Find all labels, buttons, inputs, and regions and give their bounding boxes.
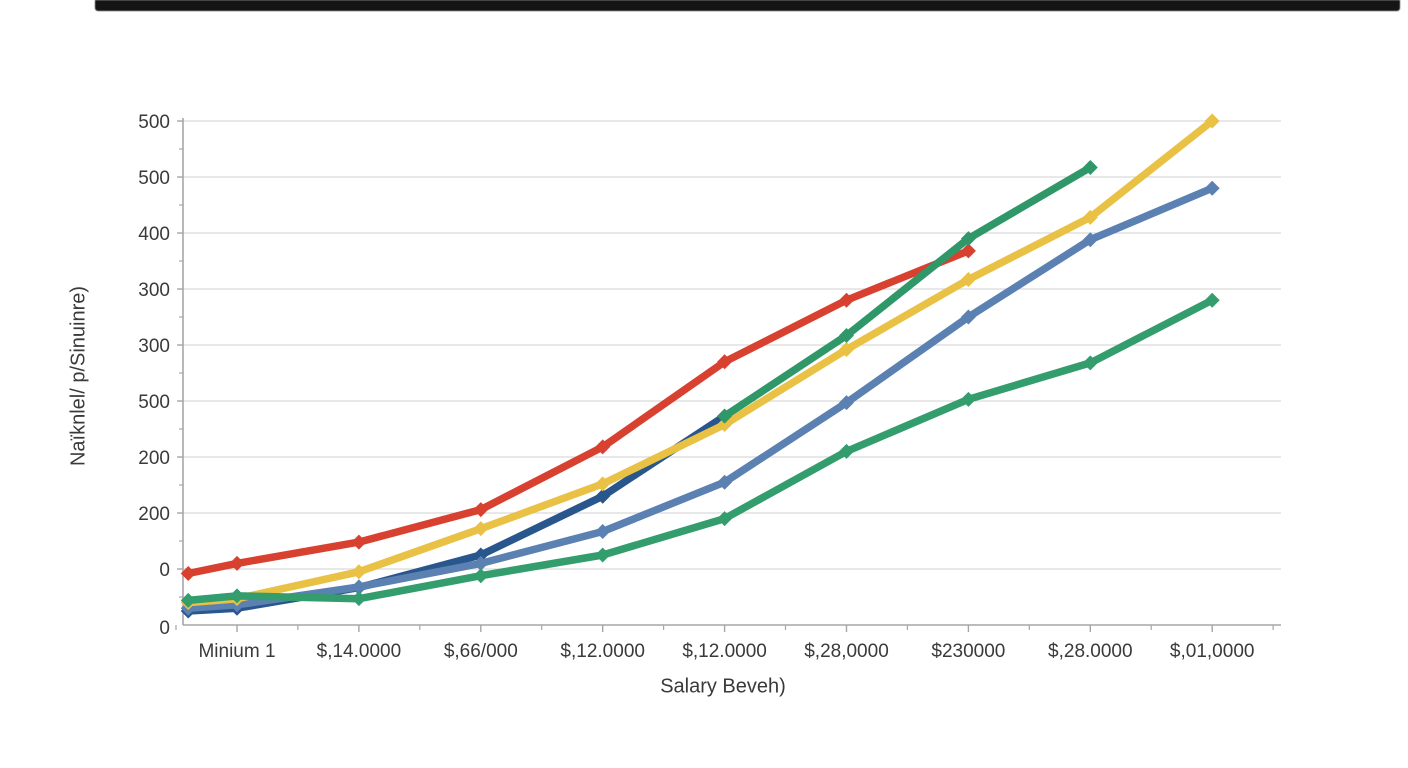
x-tick-label: $,14.0000 [317,641,402,662]
green-low-series-marker [717,511,733,527]
y-tick-label: 500 [138,112,170,133]
green-low-series-marker [839,443,854,459]
green-low-series-marker [229,588,245,604]
red-series-marker [839,292,854,308]
green-low-series-marker [473,568,489,584]
red-series-line [184,247,973,578]
y-tick-label: 200 [138,448,170,469]
blue-series-marker [960,309,976,325]
green-steep-series-marker [1082,159,1098,175]
red-series-marker [473,502,489,518]
gold-series-marker [839,341,854,357]
y-tick-label: 400 [138,224,170,245]
green-steep-series-marker [839,327,854,343]
green-low-series-marker [351,591,367,607]
gold-series-marker [473,521,489,537]
window-top-bar [95,0,1400,11]
red-series-marker [229,555,245,571]
green-low-series-marker [1082,355,1098,371]
blue-series-marker [473,555,489,571]
green-low-series-marker [180,592,196,608]
y-tick-label: 500 [138,392,170,413]
red-series-marker [960,243,976,259]
green-steep-series-marker [960,231,976,247]
gold-series-marker [1204,113,1220,129]
y-axis-title: Naïknlel/ p/Sinuinre) [67,285,90,467]
x-tick-label: $230000 [931,641,1005,662]
x-tick-label: $,66/000 [444,641,518,662]
x-tick-label: $,12.0000 [682,641,767,662]
gold-series-marker [351,564,367,580]
y-tick-label: 300 [138,280,170,301]
navy-series-marker [595,488,611,504]
x-axis-title: Salary Beveh) [660,675,786,698]
y-tick-label: 0 [159,618,170,639]
y-tick-label: 300 [138,336,170,357]
x-tick-label: $,28,0000 [804,641,889,662]
blue-series-marker [595,523,611,539]
gold-series-marker [960,271,976,287]
gold-series-marker [717,417,733,433]
y-tick-label: 500 [138,168,170,189]
red-series-marker [717,354,733,370]
x-tick-label: $,01,0000 [1170,641,1255,662]
blue-series-marker [1204,180,1220,196]
green-steep-series-marker [717,408,733,424]
blue-series-marker [717,474,733,490]
green-low-series-marker [1204,292,1220,308]
gold-series-line [184,117,1216,607]
x-tick-label: $,28.0000 [1048,641,1133,662]
red-series-marker [180,565,196,581]
blue-series-marker [351,579,367,595]
y-tick-label: 0 [159,560,170,581]
blue-series-marker [839,395,854,411]
gold-series-marker [595,476,611,492]
red-series-marker [595,439,611,455]
red-series-marker [351,534,367,550]
y-tick-label: 200 [138,504,170,525]
green-low-series-line [184,296,1216,605]
green-steep-series-line [720,163,1095,420]
blue-series-marker [1082,232,1098,248]
x-tick-label: $,12.0000 [560,641,645,662]
x-tick-label: Minium 1 [198,641,275,662]
green-low-series-marker [595,547,611,563]
gold-series-marker [1082,209,1098,225]
green-low-series-marker [960,391,976,407]
